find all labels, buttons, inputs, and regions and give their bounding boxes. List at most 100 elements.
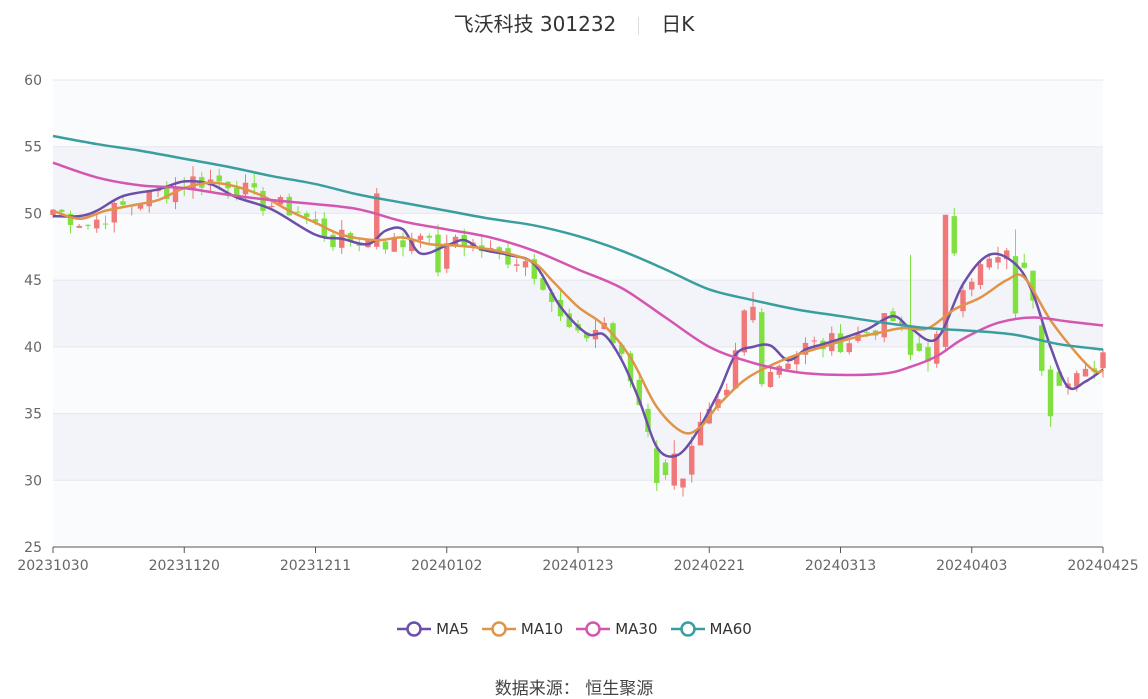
candle-body (636, 379, 642, 405)
data-source: 数据来源： 恒生聚源 (0, 674, 1148, 699)
candle-body (137, 204, 144, 209)
candle-body (400, 240, 406, 248)
candle-body (417, 235, 424, 240)
source-name: 恒生聚源 (585, 679, 654, 699)
legend-label: MA10 (520, 620, 564, 638)
legend-item-ma30[interactable]: MA30 (575, 620, 658, 638)
legend-label: MA5 (436, 620, 469, 638)
x-tick-label: 20231120 (149, 558, 220, 574)
ma-line-ma10 (52, 181, 1104, 435)
grid-band (53, 413, 1103, 481)
grid-band (53, 480, 1103, 547)
y-tick-label: 35 (24, 407, 42, 423)
candle-body (837, 333, 844, 353)
candle-body (566, 313, 572, 328)
candle-body (645, 408, 651, 432)
candle-body (234, 187, 240, 197)
candle-body (995, 257, 1001, 263)
candle-body (680, 478, 686, 488)
stock-name: 飞沃科技 301232 (453, 12, 617, 36)
source-label: 数据来源： (494, 679, 580, 699)
y-tick-label: 60 (24, 73, 42, 89)
candle-body (715, 399, 721, 408)
x-tick-label: 20240123 (542, 558, 613, 574)
candle-body (286, 196, 292, 216)
candle-body (85, 224, 91, 226)
y-tick-label: 45 (24, 273, 42, 289)
candle-body (916, 343, 922, 351)
candle-body (732, 350, 739, 389)
candle-body (496, 247, 502, 252)
candle-body (1082, 368, 1089, 377)
legend-label: MA60 (709, 620, 752, 638)
candle-body (785, 363, 791, 370)
grid-band (53, 346, 1103, 414)
x-tick-label: 20240102 (411, 558, 482, 574)
candle-body (146, 190, 152, 207)
candle-body (1004, 250, 1010, 260)
candle-body (811, 340, 817, 342)
candle-body (391, 237, 397, 252)
candle-body (794, 354, 800, 365)
legend-item-ma10[interactable]: MA10 (481, 620, 563, 638)
candle-body (986, 258, 992, 268)
legend-marker-icon (481, 621, 516, 637)
candle-body (540, 278, 546, 290)
candle-body (619, 344, 625, 354)
candle-body (1021, 262, 1027, 268)
legend-marker-icon (670, 621, 705, 637)
candle-body (899, 321, 905, 326)
candle-body (907, 329, 914, 355)
grid-band (53, 146, 1103, 214)
moving-average-lines (52, 134, 1104, 458)
candle-body (1074, 373, 1080, 387)
candle-body (942, 214, 949, 347)
y-tick-label: 30 (24, 473, 42, 489)
candle-body (444, 243, 450, 269)
candle-body (951, 216, 957, 254)
x-tick-label: 20231211 (280, 558, 351, 574)
legend-marker-icon (397, 621, 432, 637)
candle-body (977, 264, 984, 286)
candle-body (1039, 325, 1045, 371)
legend-item-ma60[interactable]: MA60 (670, 620, 752, 638)
candle-body (76, 225, 82, 228)
candle-body (120, 201, 126, 205)
candle-body (767, 371, 774, 387)
candle-body (627, 353, 634, 382)
candle-body (654, 448, 660, 483)
candle-body (549, 292, 555, 303)
candle-body (662, 462, 669, 476)
candle-body (724, 389, 730, 396)
grid-band (53, 80, 1103, 147)
candle-body (216, 175, 222, 182)
y-tick-label: 40 (24, 340, 42, 356)
candle-body (750, 306, 756, 321)
candle-body (505, 248, 511, 265)
ma-line-ma60 (52, 134, 1104, 351)
candle-body (531, 259, 537, 279)
candle-body (697, 421, 704, 446)
candle-body (172, 186, 179, 203)
candle-body (1047, 369, 1054, 417)
candle-body (59, 209, 65, 212)
candle-body (312, 219, 319, 222)
candle-body (1100, 352, 1106, 369)
x-tick-label: 20240403 (936, 558, 1007, 574)
candle-body (759, 312, 765, 385)
legend-label: MA30 (615, 620, 658, 638)
title-separator (638, 16, 640, 35)
candle-body (304, 213, 310, 218)
y-tick-label: 50 (24, 206, 42, 222)
candle-body (881, 313, 887, 338)
candle-body (671, 453, 677, 486)
candle-body (846, 343, 852, 353)
legend-item-ma5[interactable]: MA5 (396, 620, 469, 638)
chart-title: 飞沃科技 301232 日K (0, 8, 1148, 37)
candle-body (251, 183, 257, 188)
ma-line-ma5 (52, 179, 1104, 458)
candle-body (382, 241, 389, 250)
kline-chart: 25 30 35 40 45 50 55 60 20231030 20231120 2023121… (17, 73, 1138, 574)
candle-body (295, 211, 301, 213)
candle-body (1056, 371, 1062, 386)
